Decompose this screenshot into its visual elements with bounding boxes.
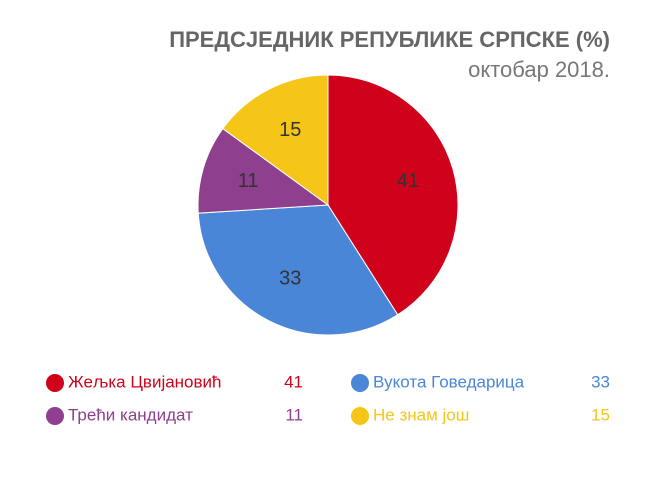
legend-value: 15 [591, 405, 610, 424]
chart-subtitle: октобар 2018. [468, 57, 610, 82]
legend-label: Вукота Говедарица [373, 372, 525, 391]
legend-label: Жељка Цвијановић [68, 372, 222, 391]
chart-title: ПРЕДСЈЕДНИК РЕПУБЛИКЕ СРПСКЕ (%) [169, 27, 610, 52]
pie-slice [327, 74, 459, 316]
legend-marker [46, 407, 64, 425]
pie-slice [197, 127, 330, 214]
slice-label: 41 [397, 170, 419, 192]
legend-value: 41 [284, 372, 303, 391]
slice-label: 11 [238, 170, 259, 192]
legend-label: Трећи кандидат [68, 405, 193, 424]
legend-label: Не знам још [373, 405, 469, 424]
slice-label: 15 [279, 119, 301, 141]
pie-slice [197, 204, 399, 336]
slice-label: 33 [279, 267, 301, 289]
pie-slice [222, 74, 329, 206]
legend-value: 33 [591, 372, 610, 391]
legend-marker [46, 374, 64, 392]
legend-marker [351, 374, 369, 392]
legend-marker [351, 407, 369, 425]
legend-value: 11 [285, 405, 303, 424]
